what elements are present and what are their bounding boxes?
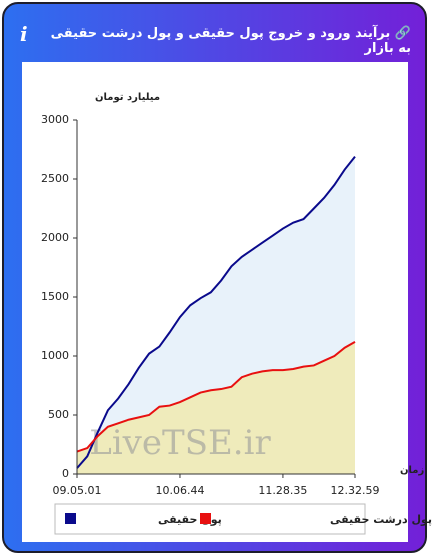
link-icon: 🔗	[394, 26, 411, 41]
y-tick-label: 1000	[41, 349, 69, 362]
title-text: برآیند ورود و خروج پول حقیقی و پول درشت …	[50, 26, 411, 56]
y-tick-label: 1500	[41, 290, 69, 303]
card-title: 🔗 برآیند ورود و خروج پول حقیقی و پول درش…	[44, 26, 411, 56]
info-icon[interactable]: i	[20, 22, 28, 46]
area	[77, 341, 355, 474]
x-tick-label: 12.32.59	[331, 484, 380, 497]
x-tick-label: 09.05.01	[53, 484, 102, 497]
legend-swatch	[200, 513, 211, 524]
y-tick-label: 3000	[41, 113, 69, 126]
watermark: LiveTSE.ir	[89, 423, 271, 463]
x-tick-label: 10.06.44	[155, 484, 204, 497]
legend-label: پول درشت حقیقی	[330, 513, 432, 526]
y-tick-label: 500	[48, 408, 69, 421]
y-tick-label: 2000	[41, 231, 69, 244]
legend-swatch	[65, 513, 76, 524]
line	[76, 340, 356, 453]
y-tick-label: 0	[62, 467, 69, 480]
x-tick-label: 11.28.35	[258, 484, 307, 497]
line	[76, 155, 356, 469]
legend-label: پول حقیقی	[158, 513, 222, 526]
x-axis-label: زمان	[400, 465, 424, 476]
y-axis-label: میلیارد تومان	[95, 92, 160, 103]
y-tick-label: 2500	[41, 172, 69, 185]
legend-box	[54, 503, 366, 535]
